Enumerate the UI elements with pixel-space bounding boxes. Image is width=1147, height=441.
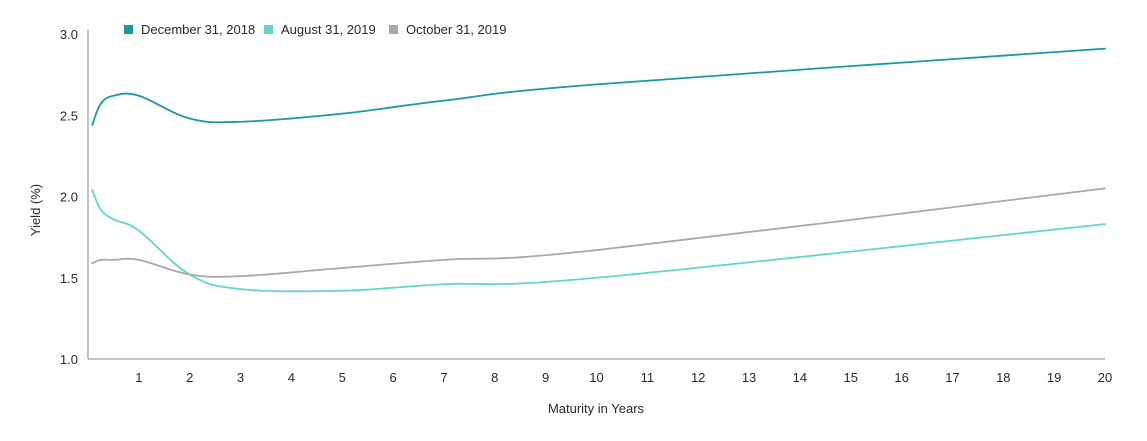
x-tick-label: 20 <box>1098 370 1112 385</box>
x-tick-label: 11 <box>641 370 655 385</box>
axes: 1.01.52.02.53.01 2 3 4 5 6 7 8 9 10 11 12 13 14 15 16 17… <box>60 27 1112 385</box>
y-tick-label: 2.5 <box>60 108 78 123</box>
x-tick-label: 18 <box>996 370 1010 385</box>
x-tick-label: 15 <box>844 370 858 385</box>
legend-swatch <box>264 25 273 34</box>
y-tick-label: 1.5 <box>60 271 78 286</box>
x-tick-label: 4 <box>288 370 295 385</box>
series-line-august-31-2019 <box>91 189 1106 293</box>
legend-swatch <box>124 25 133 34</box>
x-tick-label: 2 <box>186 370 193 385</box>
series-line-october-31-2019 <box>91 187 1106 278</box>
y-tick-label: 3.0 <box>60 27 78 42</box>
legend-label: December 31, 2018 <box>141 22 255 37</box>
series-layer <box>91 47 1106 293</box>
x-tick-label: 16 <box>894 370 908 385</box>
y-tick-label: 2.0 <box>60 190 78 205</box>
y-tick-label: 1.0 <box>60 352 78 367</box>
series-line-december-31-2018 <box>91 47 1106 126</box>
x-tick-label: 5 <box>339 370 346 385</box>
x-tick-label: 14 <box>793 370 807 385</box>
legend-swatch <box>389 25 398 34</box>
x-tick-label: 17 <box>945 370 959 385</box>
x-tick-label: 12 <box>691 370 705 385</box>
x-tick-label: 7 <box>440 370 447 385</box>
x-tick-label: 6 <box>389 370 396 385</box>
x-tick-label: 10 <box>589 370 603 385</box>
x-tick-label: 8 <box>491 370 498 385</box>
x-tick-label: 1 <box>135 370 142 385</box>
legend-label: October 31, 2019 <box>406 22 506 37</box>
x-axis-title: Maturity in Years <box>548 401 645 416</box>
x-tick-label: 3 <box>237 370 244 385</box>
x-tick-label: 9 <box>542 370 549 385</box>
x-tick-label: 19 <box>1047 370 1061 385</box>
x-tick-label: 13 <box>742 370 756 385</box>
legend: December 31, 2018 August 31, 2019 October … <box>124 22 506 37</box>
y-axis-title: Yield (%) <box>28 184 43 236</box>
legend-label: August 31, 2019 <box>281 22 376 37</box>
